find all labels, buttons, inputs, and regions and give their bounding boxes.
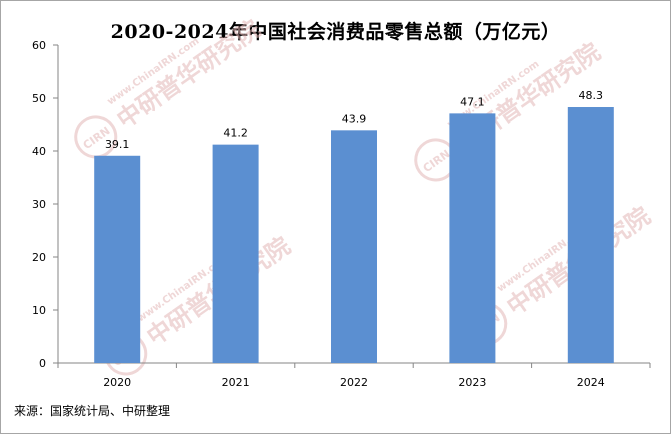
- bar-2023: [449, 113, 496, 364]
- bar-2022: [331, 130, 377, 363]
- watermark-logo-text: CIRN: [421, 147, 453, 175]
- y-tick-label: 0: [39, 357, 46, 370]
- data-label-2020: 39.1: [105, 138, 130, 151]
- x-tick-label-2020: 2020: [103, 376, 131, 389]
- y-tick-label: 30: [32, 198, 46, 211]
- y-tick-label: 60: [32, 39, 46, 52]
- chart-axes: 0 10 20 30 40 50 60: [32, 39, 651, 370]
- source-note: 来源：国家统计局、中研整理: [14, 404, 171, 418]
- watermark-logo-ring: [74, 115, 118, 159]
- data-label-2022: 43.9: [342, 112, 367, 125]
- y-tick-label: 20: [32, 251, 46, 264]
- x-tick-label-2021: 2021: [222, 376, 250, 389]
- bar-2020: [94, 155, 141, 363]
- x-tick-label-2024: 2024: [577, 376, 605, 389]
- x-tick-label-2023: 2023: [458, 376, 486, 389]
- y-tick-label: 40: [32, 145, 46, 158]
- data-label-2023: 47.1: [460, 95, 485, 108]
- chart-title: 2020-2024年中国社会消费品零售总额（万亿元）: [110, 21, 561, 43]
- bar-series: 39.1 2020 41.2 2021 43.9 2022 47.1 2023 48.3 2024: [94, 89, 614, 389]
- y-tick-label: 50: [32, 92, 46, 105]
- data-label-2021: 41.2: [223, 127, 248, 140]
- data-label-2024: 48.3: [579, 89, 604, 102]
- x-tick-label-2022: 2022: [340, 376, 368, 389]
- bar-2024: [567, 107, 614, 363]
- bar-2021: [212, 144, 259, 363]
- y-tick-label: 10: [32, 304, 46, 317]
- watermark-brand: 中研普华研究院: [112, 15, 266, 134]
